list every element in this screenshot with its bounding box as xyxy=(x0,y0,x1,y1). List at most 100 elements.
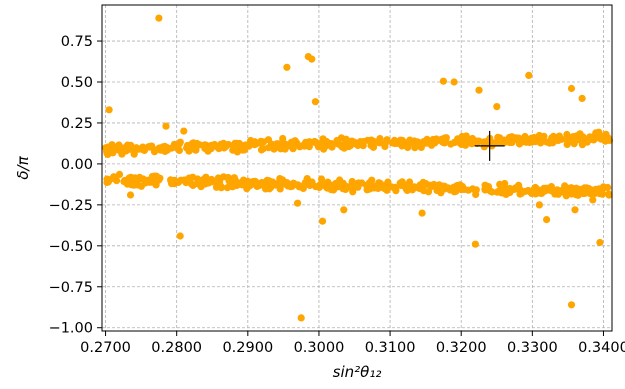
data-point xyxy=(349,188,357,196)
data-point xyxy=(519,135,527,143)
data-point xyxy=(283,63,291,71)
data-point xyxy=(384,178,392,186)
data-point xyxy=(306,181,314,190)
data-point xyxy=(185,147,193,155)
data-point xyxy=(381,142,389,151)
data-point xyxy=(294,199,302,207)
data-point xyxy=(110,175,118,183)
data-point xyxy=(198,179,206,188)
data-point xyxy=(148,142,156,150)
data-point xyxy=(605,191,613,199)
data-point xyxy=(318,217,327,225)
data-point xyxy=(137,175,145,183)
data-point xyxy=(535,201,544,209)
data-point xyxy=(398,136,406,144)
y-tick-label: 0.00 xyxy=(61,157,93,173)
data-point xyxy=(139,143,147,151)
x-tick-label: 0.2900 xyxy=(222,340,273,356)
data-point xyxy=(573,135,581,143)
data-point xyxy=(357,139,365,147)
data-point xyxy=(201,144,209,153)
data-point xyxy=(163,146,171,154)
data-point xyxy=(104,150,112,158)
data-point xyxy=(223,184,231,192)
y-tick-label: −0.25 xyxy=(49,198,93,214)
data-point xyxy=(560,187,568,195)
data-point xyxy=(180,176,188,184)
data-point xyxy=(207,145,215,153)
data-point xyxy=(417,143,425,151)
data-point xyxy=(547,183,556,191)
data-point xyxy=(104,178,112,186)
data-point xyxy=(600,184,608,192)
data-point xyxy=(276,175,284,183)
data-point xyxy=(257,146,266,154)
data-point xyxy=(354,183,362,191)
data-point xyxy=(462,132,470,140)
x-tick-label: 0.3100 xyxy=(365,340,416,356)
data-point xyxy=(281,140,289,148)
data-point xyxy=(415,184,424,193)
data-point xyxy=(277,145,285,153)
data-point xyxy=(549,137,557,145)
data-point xyxy=(421,181,429,189)
data-point xyxy=(130,181,138,189)
plot-frame xyxy=(101,4,613,332)
data-point xyxy=(418,209,426,217)
data-point xyxy=(323,179,331,187)
data-point xyxy=(563,130,571,139)
data-point xyxy=(422,138,430,146)
data-point xyxy=(194,175,202,183)
data-point xyxy=(287,142,295,150)
data-point xyxy=(222,142,230,150)
data-point xyxy=(279,134,287,143)
data-point xyxy=(458,185,466,193)
data-point xyxy=(342,185,350,193)
data-point xyxy=(189,181,197,189)
data-point xyxy=(368,176,376,184)
x-axis-title: sin²θ₁₂ xyxy=(333,363,382,381)
data-point xyxy=(512,134,520,142)
data-point xyxy=(108,143,117,151)
data-point xyxy=(376,139,384,147)
data-point xyxy=(251,138,259,146)
data-point xyxy=(207,176,215,184)
data-point xyxy=(589,196,597,204)
data-point xyxy=(469,185,477,193)
data-point xyxy=(297,314,305,322)
data-point xyxy=(475,86,483,94)
data-point xyxy=(244,177,252,185)
x-tick-label: 0.3000 xyxy=(294,340,345,356)
data-point xyxy=(302,138,310,146)
data-point xyxy=(566,137,575,145)
x-tick-label: 0.2700 xyxy=(80,340,131,356)
data-point xyxy=(348,178,356,186)
data-point xyxy=(172,144,181,152)
data-point xyxy=(402,185,410,193)
data-point xyxy=(234,178,242,187)
data-point xyxy=(465,138,473,146)
data-point xyxy=(406,178,414,186)
data-point xyxy=(300,181,309,189)
data-point xyxy=(601,137,609,145)
data-point xyxy=(365,183,373,191)
data-point xyxy=(414,138,422,146)
data-point xyxy=(406,136,414,144)
data-point xyxy=(383,136,391,144)
cross-marker xyxy=(474,130,505,161)
data-point xyxy=(390,136,399,144)
data-point xyxy=(529,136,537,144)
grid-lines xyxy=(102,5,612,331)
data-point xyxy=(527,188,535,196)
data-point xyxy=(308,55,316,63)
data-point xyxy=(515,181,523,189)
data-point xyxy=(274,180,282,189)
data-point xyxy=(493,103,501,111)
data-point xyxy=(551,190,559,198)
data-point xyxy=(126,191,135,199)
data-point xyxy=(137,182,145,190)
data-point xyxy=(429,135,437,144)
data-point xyxy=(215,145,223,153)
data-point xyxy=(155,144,163,152)
